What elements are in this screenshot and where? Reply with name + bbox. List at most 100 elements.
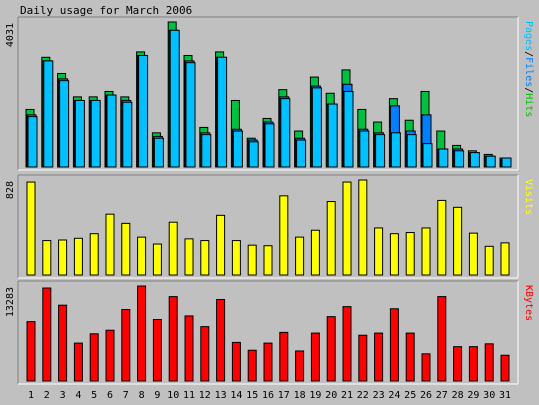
panel-3-max-label: 13283 (5, 287, 16, 317)
bar-pages-day-29 (469, 152, 480, 168)
bar-kbytes-day-7 (121, 308, 131, 382)
day-label-4: 4 (75, 390, 81, 401)
bar-kbytes-day-13 (216, 298, 226, 382)
bar-pages-day-4 (74, 99, 85, 168)
bar-pages-day-10 (169, 29, 180, 168)
bar-visits-day-9 (152, 243, 162, 276)
day-label-16: 16 (262, 390, 274, 401)
bar-visits-day-24 (389, 233, 399, 276)
bar-kbytes-day-17 (279, 331, 289, 382)
bar-visits-day-3 (58, 239, 68, 276)
bar-kbytes-day-24 (389, 308, 399, 382)
day-label-11: 11 (183, 390, 195, 401)
bar-visits-day-18 (295, 236, 305, 276)
bar-pages-day-1 (27, 116, 38, 168)
bar-pages-day-30 (485, 155, 496, 168)
bar-pages-day-8 (138, 54, 149, 168)
bar-pages-day-24 (390, 132, 401, 168)
day-label-7: 7 (123, 390, 129, 401)
bar-kbytes-day-5 (89, 333, 99, 382)
bar-visits-day-4 (73, 237, 83, 276)
bar-kbytes-day-25 (405, 332, 415, 382)
day-label-1: 1 (28, 390, 34, 401)
day-label-22: 22 (357, 390, 369, 401)
bar-visits-day-19 (310, 229, 320, 276)
panel-1-legend: Pages/Files/Hits (523, 21, 534, 117)
day-label-30: 30 (483, 390, 495, 401)
bar-kbytes-day-11 (184, 315, 194, 382)
series-kbytes (26, 285, 510, 382)
bar-visits-day-5 (89, 233, 99, 276)
bar-pages-day-15 (248, 141, 259, 168)
bar-visits-day-14 (231, 240, 241, 276)
day-label-12: 12 (199, 390, 211, 401)
bar-visits-day-29 (468, 232, 478, 276)
bar-pages-day-18 (296, 139, 307, 168)
legend-entry: / (523, 87, 534, 93)
bar-visits-day-21 (342, 181, 352, 276)
day-label-15: 15 (246, 390, 258, 401)
bar-pages-day-16 (264, 123, 275, 168)
day-label-9: 9 (154, 390, 160, 401)
panel-3-legend: KBytes (523, 285, 534, 321)
bar-visits-day-2 (42, 240, 52, 276)
legend-entry: KBytes (523, 285, 534, 321)
bar-pages-day-6 (106, 94, 117, 168)
day-label-31: 31 (499, 390, 511, 401)
bar-visits-day-30 (484, 245, 494, 276)
bar-kbytes-day-14 (231, 341, 241, 382)
bar-pages-day-2 (43, 60, 54, 168)
day-label-23: 23 (373, 390, 385, 401)
bar-visits-day-10 (168, 221, 178, 276)
bar-visits-day-1 (26, 181, 36, 276)
legend-entry: / (523, 51, 534, 57)
bar-visits-day-16 (263, 245, 273, 276)
bar-pages-day-31 (501, 157, 512, 168)
bar-kbytes-day-2 (42, 287, 52, 382)
bar-visits-day-13 (216, 214, 226, 276)
bar-pages-day-7 (122, 101, 133, 168)
day-label-2: 2 (44, 390, 50, 401)
bar-visits-day-7 (121, 222, 131, 276)
series-pages (27, 29, 512, 168)
bar-pages-day-25 (406, 134, 417, 168)
day-label-27: 27 (436, 390, 448, 401)
day-label-8: 8 (139, 390, 145, 401)
legend-entry: Files (523, 57, 534, 87)
day-label-10: 10 (167, 390, 179, 401)
legend-entry: Pages (523, 21, 534, 51)
bar-visits-day-8 (137, 236, 147, 276)
legend-entry: Visits (523, 179, 534, 215)
bar-pages-day-5 (90, 99, 101, 168)
bar-pages-day-17 (280, 98, 291, 168)
bar-pages-day-3 (59, 80, 70, 168)
day-label-17: 17 (278, 390, 290, 401)
bar-kbytes-day-28 (453, 346, 463, 382)
panel-2: 828 Visits (5, 174, 534, 279)
panel-3: 13283 KBytes (5, 280, 534, 385)
bar-visits-day-22 (358, 179, 368, 276)
bar-pages-day-12 (201, 134, 212, 168)
bar-pages-day-19 (311, 87, 322, 168)
bar-kbytes-day-30 (484, 343, 494, 382)
bar-visits-day-23 (374, 227, 384, 276)
day-label-28: 28 (452, 390, 464, 401)
bar-kbytes-day-21 (342, 306, 352, 382)
bar-visits-day-20 (326, 201, 336, 276)
bar-kbytes-day-15 (247, 349, 257, 382)
panel-1-max-label: 4031 (5, 23, 16, 47)
day-label-25: 25 (404, 390, 416, 401)
day-label-3: 3 (60, 390, 66, 401)
bar-kbytes-day-23 (374, 332, 384, 382)
day-label-18: 18 (294, 390, 306, 401)
bar-visits-day-6 (105, 213, 115, 276)
bar-kbytes-day-12 (200, 326, 210, 382)
bar-kbytes-day-26 (421, 353, 431, 382)
bar-visits-day-31 (500, 242, 510, 276)
bar-pages-day-9 (153, 137, 164, 168)
day-label-5: 5 (91, 390, 97, 401)
bar-pages-day-27 (438, 148, 449, 168)
bar-kbytes-day-20 (326, 316, 336, 382)
day-label-6: 6 (107, 390, 113, 401)
